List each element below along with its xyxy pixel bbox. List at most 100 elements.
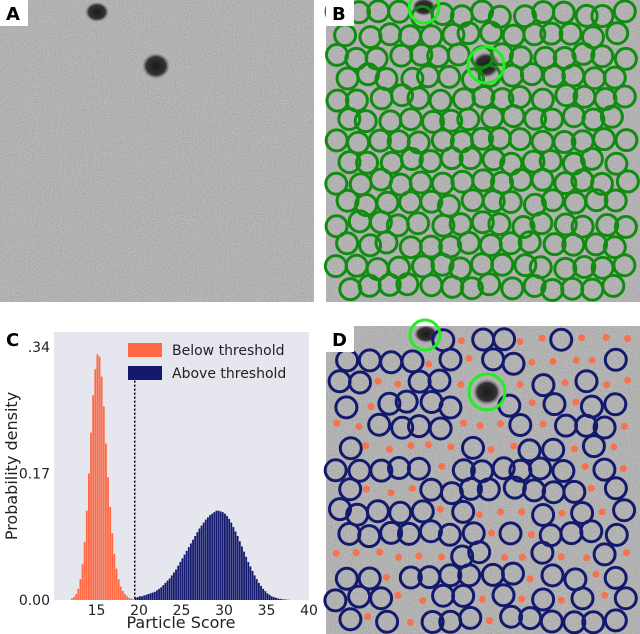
particle-pick-circle (439, 108, 464, 133)
particle-pick-circle (490, 87, 515, 112)
particle-pick-circle (612, 253, 637, 278)
particle-pick-circle (477, 272, 502, 297)
below-threshold-pick (518, 595, 526, 603)
bar-above-threshold (262, 588, 265, 600)
above-threshold-pick (541, 437, 566, 462)
above-threshold-pick (334, 566, 359, 591)
bar-below-threshold (102, 406, 105, 600)
below-threshold-pick (332, 549, 340, 557)
below-threshold-pick (603, 381, 611, 389)
particle-pick-circle (581, 107, 606, 132)
particle-pick-circle (390, 83, 414, 108)
bar-above-threshold (204, 519, 207, 600)
particle-pick-circle (542, 232, 567, 257)
below-threshold-pick (415, 552, 423, 560)
panel-label-d-bg (326, 326, 354, 352)
particle-pick-circle (603, 188, 628, 213)
bar-above-threshold (275, 597, 277, 600)
above-threshold-pick (328, 497, 352, 522)
below-threshold-pick (436, 505, 444, 513)
bar-above-threshold (202, 522, 205, 600)
above-threshold-pick (400, 349, 425, 374)
below-threshold-pick (486, 617, 493, 625)
particle-pick-circle (324, 214, 349, 239)
above-threshold-pick (438, 347, 463, 372)
bar-below-threshold (81, 564, 84, 600)
particle-pick-circle (612, 0, 637, 24)
above-threshold-pick (357, 566, 382, 591)
below-threshold-pick (601, 591, 609, 599)
below-threshold-pick (516, 381, 524, 388)
above-threshold-pick (592, 542, 617, 567)
legend: Below threshold Above threshold (128, 343, 286, 382)
below-threshold-pick (561, 379, 569, 387)
x-axis-ticks: 15 20 25 30 35 40 (88, 603, 318, 619)
particle-pick-circle (487, 212, 512, 237)
below-threshold-pick (602, 334, 610, 341)
bar-above-threshold (168, 578, 171, 600)
bar-above-threshold (243, 551, 245, 600)
below-threshold-pick (408, 484, 416, 492)
above-threshold-pick (562, 479, 587, 504)
bar-below-threshold (115, 568, 118, 600)
above-threshold-pick (613, 586, 638, 611)
bar-above-threshold (164, 582, 167, 600)
bar-above-threshold (245, 556, 248, 600)
particle-pick-circle (517, 230, 542, 255)
contaminant-blob (473, 379, 501, 405)
bar-above-threshold (200, 525, 203, 600)
above-threshold-pick (549, 327, 574, 352)
above-threshold-pick (476, 477, 501, 502)
particle-pick-circle (490, 252, 515, 277)
particle-pick-circle (456, 21, 481, 46)
above-threshold-pick (603, 565, 628, 590)
bar-below-threshold (128, 597, 131, 600)
bar-above-threshold (173, 572, 175, 600)
above-threshold-pick (603, 476, 628, 501)
bar-above-threshold (270, 596, 273, 600)
above-threshold-pick (338, 436, 363, 461)
below-threshold-pick (465, 355, 473, 362)
below-threshold-pick (419, 597, 427, 605)
below-threshold-pick (497, 420, 504, 428)
bar-above-threshold (190, 543, 192, 600)
particle-pick-circle (456, 107, 481, 132)
particle-pick-circle (579, 146, 604, 171)
below-threshold-pick (527, 531, 535, 539)
above-threshold-pick (420, 610, 445, 634)
panel-label-c-bg (0, 326, 28, 352)
particle-pick-circle (602, 65, 627, 90)
bar-below-threshold (119, 586, 122, 600)
above-threshold-pick (501, 351, 526, 376)
below-threshold-pick (352, 549, 360, 557)
bar-above-threshold (175, 569, 177, 600)
bar-above-threshold (160, 587, 163, 600)
contaminant-pick-circle (407, 0, 441, 25)
panel-label-a: A (6, 4, 20, 25)
above-threshold-pick (438, 395, 463, 420)
particle-pick-circle (324, 171, 349, 196)
particle-pick-circle (406, 211, 431, 236)
bar-above-threshold (211, 513, 214, 600)
particle-pick-circle (523, 106, 548, 131)
particle-pick-circle (481, 189, 506, 214)
particle-pick-circle (374, 230, 399, 255)
above-threshold-pick (458, 605, 483, 630)
bar-above-threshold (279, 598, 282, 600)
particle-pick-circle (584, 232, 608, 257)
below-threshold-pick (406, 618, 414, 626)
above-threshold-pick (451, 583, 476, 608)
below-threshold-pick (395, 553, 403, 561)
particle-pick-circle (530, 167, 555, 192)
below-threshold-pick (557, 553, 565, 561)
particle-pick-circle (590, 44, 615, 69)
above-threshold-pick (570, 586, 595, 611)
below-threshold-pick (488, 529, 495, 537)
panel-label-a-bg (0, 0, 28, 26)
above-threshold-pick (406, 456, 431, 481)
particle-pick-circle (500, 276, 525, 301)
above-threshold-pick (579, 519, 604, 544)
bar-above-threshold (264, 591, 267, 600)
x-axis-title: Particle Score (126, 613, 235, 632)
legend-swatch-below (128, 343, 162, 357)
